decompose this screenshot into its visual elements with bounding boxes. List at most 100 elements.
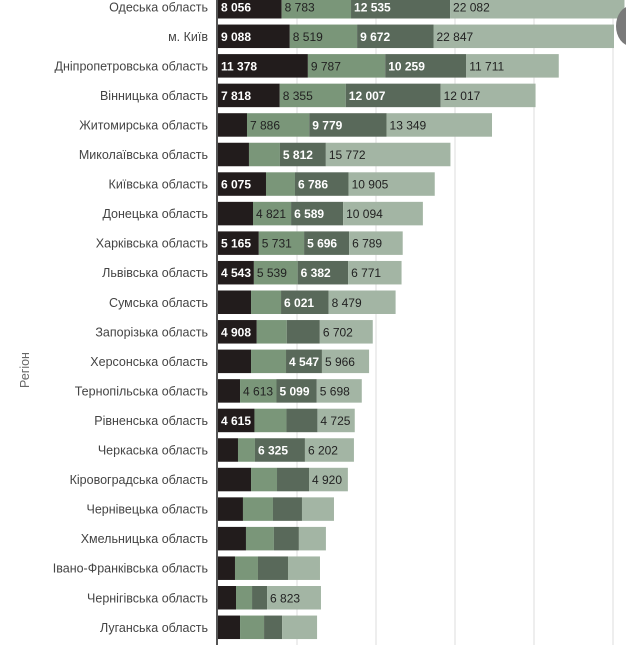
bar-segment-series-1[interactable] <box>218 113 247 137</box>
bar-segment-series-4[interactable] <box>348 260 402 285</box>
bar-segment-series-3[interactable] <box>257 556 288 580</box>
bar-segment-series-1[interactable] <box>218 231 259 255</box>
bar-segment-series-2[interactable] <box>258 231 305 255</box>
bar-segment-series-2[interactable] <box>240 379 277 403</box>
bar-segment-series-4[interactable] <box>450 0 625 19</box>
bar-segment-series-1[interactable] <box>218 320 257 344</box>
bar-segment-series-1[interactable] <box>218 83 280 108</box>
bar-segment-series-2[interactable] <box>307 54 386 78</box>
bar-segment-series-4[interactable] <box>349 231 403 255</box>
bar-segment-series-1[interactable] <box>218 556 235 580</box>
bar-segment-series-2[interactable] <box>289 24 358 49</box>
bar-segment-series-1[interactable] <box>218 142 249 167</box>
bar-segment-series-1[interactable] <box>218 24 290 49</box>
bar-segment-series-1[interactable] <box>218 497 243 521</box>
data-label: 11 378 <box>221 59 257 73</box>
bar-segment-series-3[interactable] <box>297 260 349 285</box>
bar-segment-series-4[interactable] <box>301 497 334 521</box>
bar-segment-series-2[interactable] <box>253 260 298 285</box>
bar-segment-series-2[interactable] <box>254 408 287 433</box>
bar-segment-series-3[interactable] <box>281 290 329 315</box>
bar-segment-series-4[interactable] <box>440 83 536 108</box>
bar-segment-series-2[interactable] <box>252 201 292 226</box>
bar-segment-series-3[interactable] <box>385 54 467 78</box>
bar-segment-series-3[interactable] <box>273 526 299 551</box>
bar-segment-series-1[interactable] <box>218 408 255 433</box>
data-label: 5 731 <box>262 237 292 251</box>
bar-segment-series-2[interactable] <box>265 172 295 196</box>
bar-segment-series-1[interactable] <box>218 349 252 374</box>
bar-segment-series-2[interactable] <box>281 0 352 19</box>
bar-segment-series-3[interactable] <box>357 24 434 49</box>
bar-segment-series-4[interactable] <box>433 24 614 49</box>
bar-segment-series-2[interactable] <box>279 83 346 108</box>
bar-segment-series-3[interactable] <box>252 586 268 610</box>
bar-segment-series-2[interactable] <box>246 113 310 137</box>
scroll-handle[interactable] <box>616 6 626 46</box>
bar-segment-series-4[interactable] <box>321 349 370 374</box>
data-label: 4 821 <box>256 207 286 221</box>
bar-segment-series-1[interactable] <box>218 201 253 226</box>
bar-segment-series-3[interactable] <box>294 172 349 196</box>
bar-segment-series-4[interactable] <box>466 54 559 78</box>
bar-segment-series-3[interactable] <box>286 320 320 344</box>
bar-segment-series-4[interactable] <box>309 467 348 492</box>
bar-segment-series-2[interactable] <box>234 556 258 580</box>
bar-segment-series-4[interactable] <box>317 408 355 433</box>
bar-segment-series-3[interactable] <box>304 231 350 255</box>
bar-segment-series-4[interactable] <box>319 320 373 344</box>
bar-segment-series-3[interactable] <box>276 379 317 403</box>
category-label: Сумська область <box>109 296 208 310</box>
bar-segment-series-1[interactable] <box>218 54 308 78</box>
bar-segment-series-3[interactable] <box>351 0 451 19</box>
bar-segment-series-2[interactable] <box>240 615 265 640</box>
bar-segment-series-3[interactable] <box>309 113 387 137</box>
bar-segment-series-1[interactable] <box>218 0 282 19</box>
bar-segment-series-2[interactable] <box>237 438 255 462</box>
bar-segment-series-2[interactable] <box>236 586 253 610</box>
data-label: 13 349 <box>390 118 427 132</box>
bar-segment-series-3[interactable] <box>277 467 310 492</box>
bar-segment-series-2[interactable] <box>251 349 287 374</box>
bar-segment-series-4[interactable] <box>343 201 423 226</box>
bar-segment-series-3[interactable] <box>279 142 326 167</box>
bar-segment-series-2[interactable] <box>256 320 287 344</box>
bar-segment-series-1[interactable] <box>218 526 246 551</box>
bar-segment-series-3[interactable] <box>286 349 322 374</box>
bar-segment-series-1[interactable] <box>218 467 252 492</box>
bar-segment-series-1[interactable] <box>218 586 237 610</box>
bar-segment-series-2[interactable] <box>245 526 274 551</box>
bar-segment-series-4[interactable] <box>348 172 435 196</box>
bar-segment-series-4[interactable] <box>386 113 493 137</box>
bar-segment-series-2[interactable] <box>251 467 278 492</box>
bar-segment-series-2[interactable] <box>251 290 282 315</box>
bar-segment-series-2[interactable] <box>248 142 280 167</box>
bar-segment-series-3[interactable] <box>272 497 302 521</box>
bar-segment-series-1[interactable] <box>218 379 241 403</box>
bar-segment-series-4[interactable] <box>287 556 320 580</box>
data-label: 7 886 <box>250 118 280 132</box>
bar-segment-series-3[interactable] <box>254 438 305 462</box>
bar-segment-series-3[interactable] <box>291 201 344 226</box>
bar-segment-series-4[interactable] <box>298 526 326 551</box>
bar-segment-series-3[interactable] <box>264 615 283 640</box>
bar-segment-series-1[interactable] <box>218 290 252 315</box>
bar-segment-series-4[interactable] <box>325 142 451 167</box>
bar-segment-series-2[interactable] <box>242 497 273 521</box>
bar-segment-series-4[interactable] <box>267 586 321 610</box>
bar-segment-series-1[interactable] <box>218 172 266 196</box>
bar-segment-series-4[interactable] <box>328 290 396 315</box>
bar-segment-series-3[interactable] <box>286 408 318 433</box>
bar-segment-series-1[interactable] <box>218 438 238 462</box>
bar-segment-series-4[interactable] <box>316 379 362 403</box>
data-label: 22 847 <box>437 30 474 44</box>
bar-segment-series-1[interactable] <box>218 615 241 640</box>
category-label: Житомирська область <box>79 118 208 132</box>
bar-segment-series-1[interactable] <box>218 260 254 285</box>
bar-segment-series-4[interactable] <box>304 438 354 462</box>
y-axis-title: Регіон <box>18 352 32 388</box>
bar-segment-series-3[interactable] <box>345 83 441 108</box>
bar-segment-series-4[interactable] <box>282 615 318 640</box>
category-label: м. Київ <box>168 30 208 44</box>
